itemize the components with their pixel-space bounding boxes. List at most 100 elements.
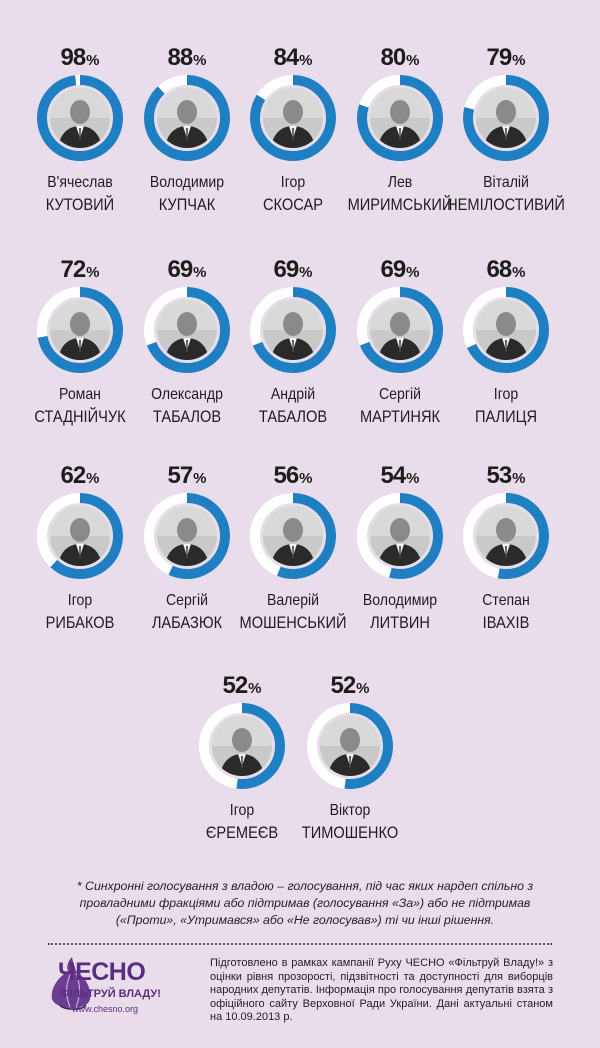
logo-tagline: ФІЛЬТРУЙ ВЛАДУ! <box>60 988 161 1000</box>
synchrony-ring <box>357 493 443 579</box>
deputy-last-name: ТАБАЛОВ <box>152 407 222 426</box>
deputy-portrait <box>320 716 380 776</box>
deputy-portrait <box>370 300 430 360</box>
percent-sign: % <box>86 470 100 487</box>
deputy-first-name: Ігор <box>280 174 306 191</box>
deputy-first-name: Володимир <box>362 592 438 609</box>
deputy-first-name: Віктор <box>329 802 371 819</box>
percent-sign: % <box>299 264 313 281</box>
deputy-percent: 69% <box>340 256 460 284</box>
synchrony-ring <box>37 287 123 373</box>
synchrony-ring <box>199 703 285 789</box>
percent-sign: % <box>512 52 526 69</box>
deputy-portrait <box>157 506 217 566</box>
deputy-first-name: Ігор <box>493 386 519 403</box>
deputy-first-name: Сергій <box>166 592 208 609</box>
deputy-percent: 88% <box>127 44 247 72</box>
deputy-last-name: СКОСАР <box>262 195 324 214</box>
deputy-last-name: РИБАКОВ <box>45 613 115 632</box>
percent-value: 69 <box>273 256 299 283</box>
deputy-percent: 56% <box>233 462 353 490</box>
deputy-card: 72% Роман СТАДНІЙЧУК <box>20 256 140 431</box>
logo-site-link[interactable]: www.chesno.org <box>72 1004 139 1014</box>
deputy-card: 54% Володимир ЛИТВИН <box>340 462 460 637</box>
deputy-portrait <box>50 300 110 360</box>
ring-arc <box>37 75 123 161</box>
deputy-percent: 69% <box>127 256 247 284</box>
percent-sign: % <box>299 470 313 487</box>
deputy-card: 52% Віктор ТИМОШЕНКО <box>290 672 410 847</box>
ring-arc <box>37 287 123 373</box>
percent-sign: % <box>406 470 420 487</box>
deputy-last-name: МОШЕНСЬКИЙ <box>239 613 347 632</box>
deputy-first-name: Ігор <box>67 592 93 609</box>
percent-value: 69 <box>380 256 406 283</box>
ring-arc <box>37 493 123 579</box>
deputy-portrait <box>263 506 323 566</box>
deputy-percent: 69% <box>233 256 353 284</box>
percent-value: 72 <box>60 256 86 283</box>
deputy-percent: 84% <box>233 44 353 72</box>
ring-arc <box>144 75 230 161</box>
synchrony-ring <box>250 287 336 373</box>
logo-brand: ЧЕСНО <box>58 958 146 986</box>
percent-value: 79 <box>486 44 512 71</box>
deputy-portrait <box>157 88 217 148</box>
deputy-card: 79% Віталій НЕМІЛОСТИВИЙ <box>446 44 566 219</box>
deputy-portrait <box>370 506 430 566</box>
deputy-card: 62% Ігор РИБАКОВ <box>20 462 140 637</box>
synchrony-ring <box>307 703 393 789</box>
percent-sign: % <box>193 264 207 281</box>
ring-arc <box>357 75 443 161</box>
deputy-percent: 68% <box>446 256 566 284</box>
percent-value: 56 <box>273 462 299 489</box>
deputy-last-name: ТИМОШЕНКО <box>301 823 399 842</box>
deputy-portrait <box>476 506 536 566</box>
deputy-last-name: МАРТИНЯК <box>359 407 441 426</box>
percent-sign: % <box>512 470 526 487</box>
percent-sign: % <box>356 680 370 697</box>
deputy-last-name: ІВАХІВ <box>482 613 530 632</box>
percent-sign: % <box>193 52 207 69</box>
deputy-portrait <box>212 716 272 776</box>
deputy-percent: 53% <box>446 462 566 490</box>
percent-sign: % <box>86 52 100 69</box>
synchrony-ring <box>144 75 230 161</box>
percent-value: 52 <box>222 672 248 699</box>
deputy-portrait <box>476 300 536 360</box>
percent-sign: % <box>86 264 100 281</box>
deputy-last-name: СТАДНІЙЧУК <box>34 407 126 426</box>
deputy-portrait <box>370 88 430 148</box>
deputy-last-name: МИРИМСЬКИЙ <box>347 195 453 214</box>
deputy-card: 88% Володимир КУПЧАК <box>127 44 247 219</box>
percent-value: 53 <box>486 462 512 489</box>
deputy-card: 57% Сергій ЛАБАЗЮК <box>127 462 247 637</box>
deputy-last-name: ПАЛИЦЯ <box>474 407 538 426</box>
deputy-last-name: ЛИТВИН <box>370 613 430 632</box>
deputy-last-name: ЄРЕМЕЄВ <box>205 823 279 842</box>
percent-sign: % <box>248 680 262 697</box>
ring-arc <box>250 287 336 373</box>
deputy-card: 69% Андрій ТАБАЛОВ <box>233 256 353 431</box>
percent-value: 69 <box>167 256 193 283</box>
about-text: Підготовлено в рамках кампанії Руху ЧЕСН… <box>210 957 553 1023</box>
synchrony-ring <box>250 493 336 579</box>
deputy-card: 98% В'ячеслав КУТОВИЙ <box>20 44 140 219</box>
deputy-card: 69% Сергій МАРТИНЯК <box>340 256 460 431</box>
ring-arc <box>463 287 549 373</box>
deputy-last-name: ТАБАЛОВ <box>258 407 328 426</box>
ring-arc <box>144 287 230 373</box>
deputy-card: 56% Валерій МОШЕНСЬКИЙ <box>233 462 353 637</box>
deputy-portrait <box>50 88 110 148</box>
deputy-last-name: КУПЧАК <box>158 195 216 214</box>
deputy-last-name: НЕМІЛОСТИВИЙ <box>447 195 565 214</box>
deputy-percent: 62% <box>20 462 140 490</box>
percent-sign: % <box>512 264 526 281</box>
percent-sign: % <box>193 470 207 487</box>
deputy-first-name: Віталій <box>483 174 529 191</box>
ring-arc <box>357 287 443 373</box>
deputy-percent: 57% <box>127 462 247 490</box>
deputy-first-name: Ігор <box>229 802 255 819</box>
percent-value: 68 <box>486 256 512 283</box>
deputy-percent: 54% <box>340 462 460 490</box>
